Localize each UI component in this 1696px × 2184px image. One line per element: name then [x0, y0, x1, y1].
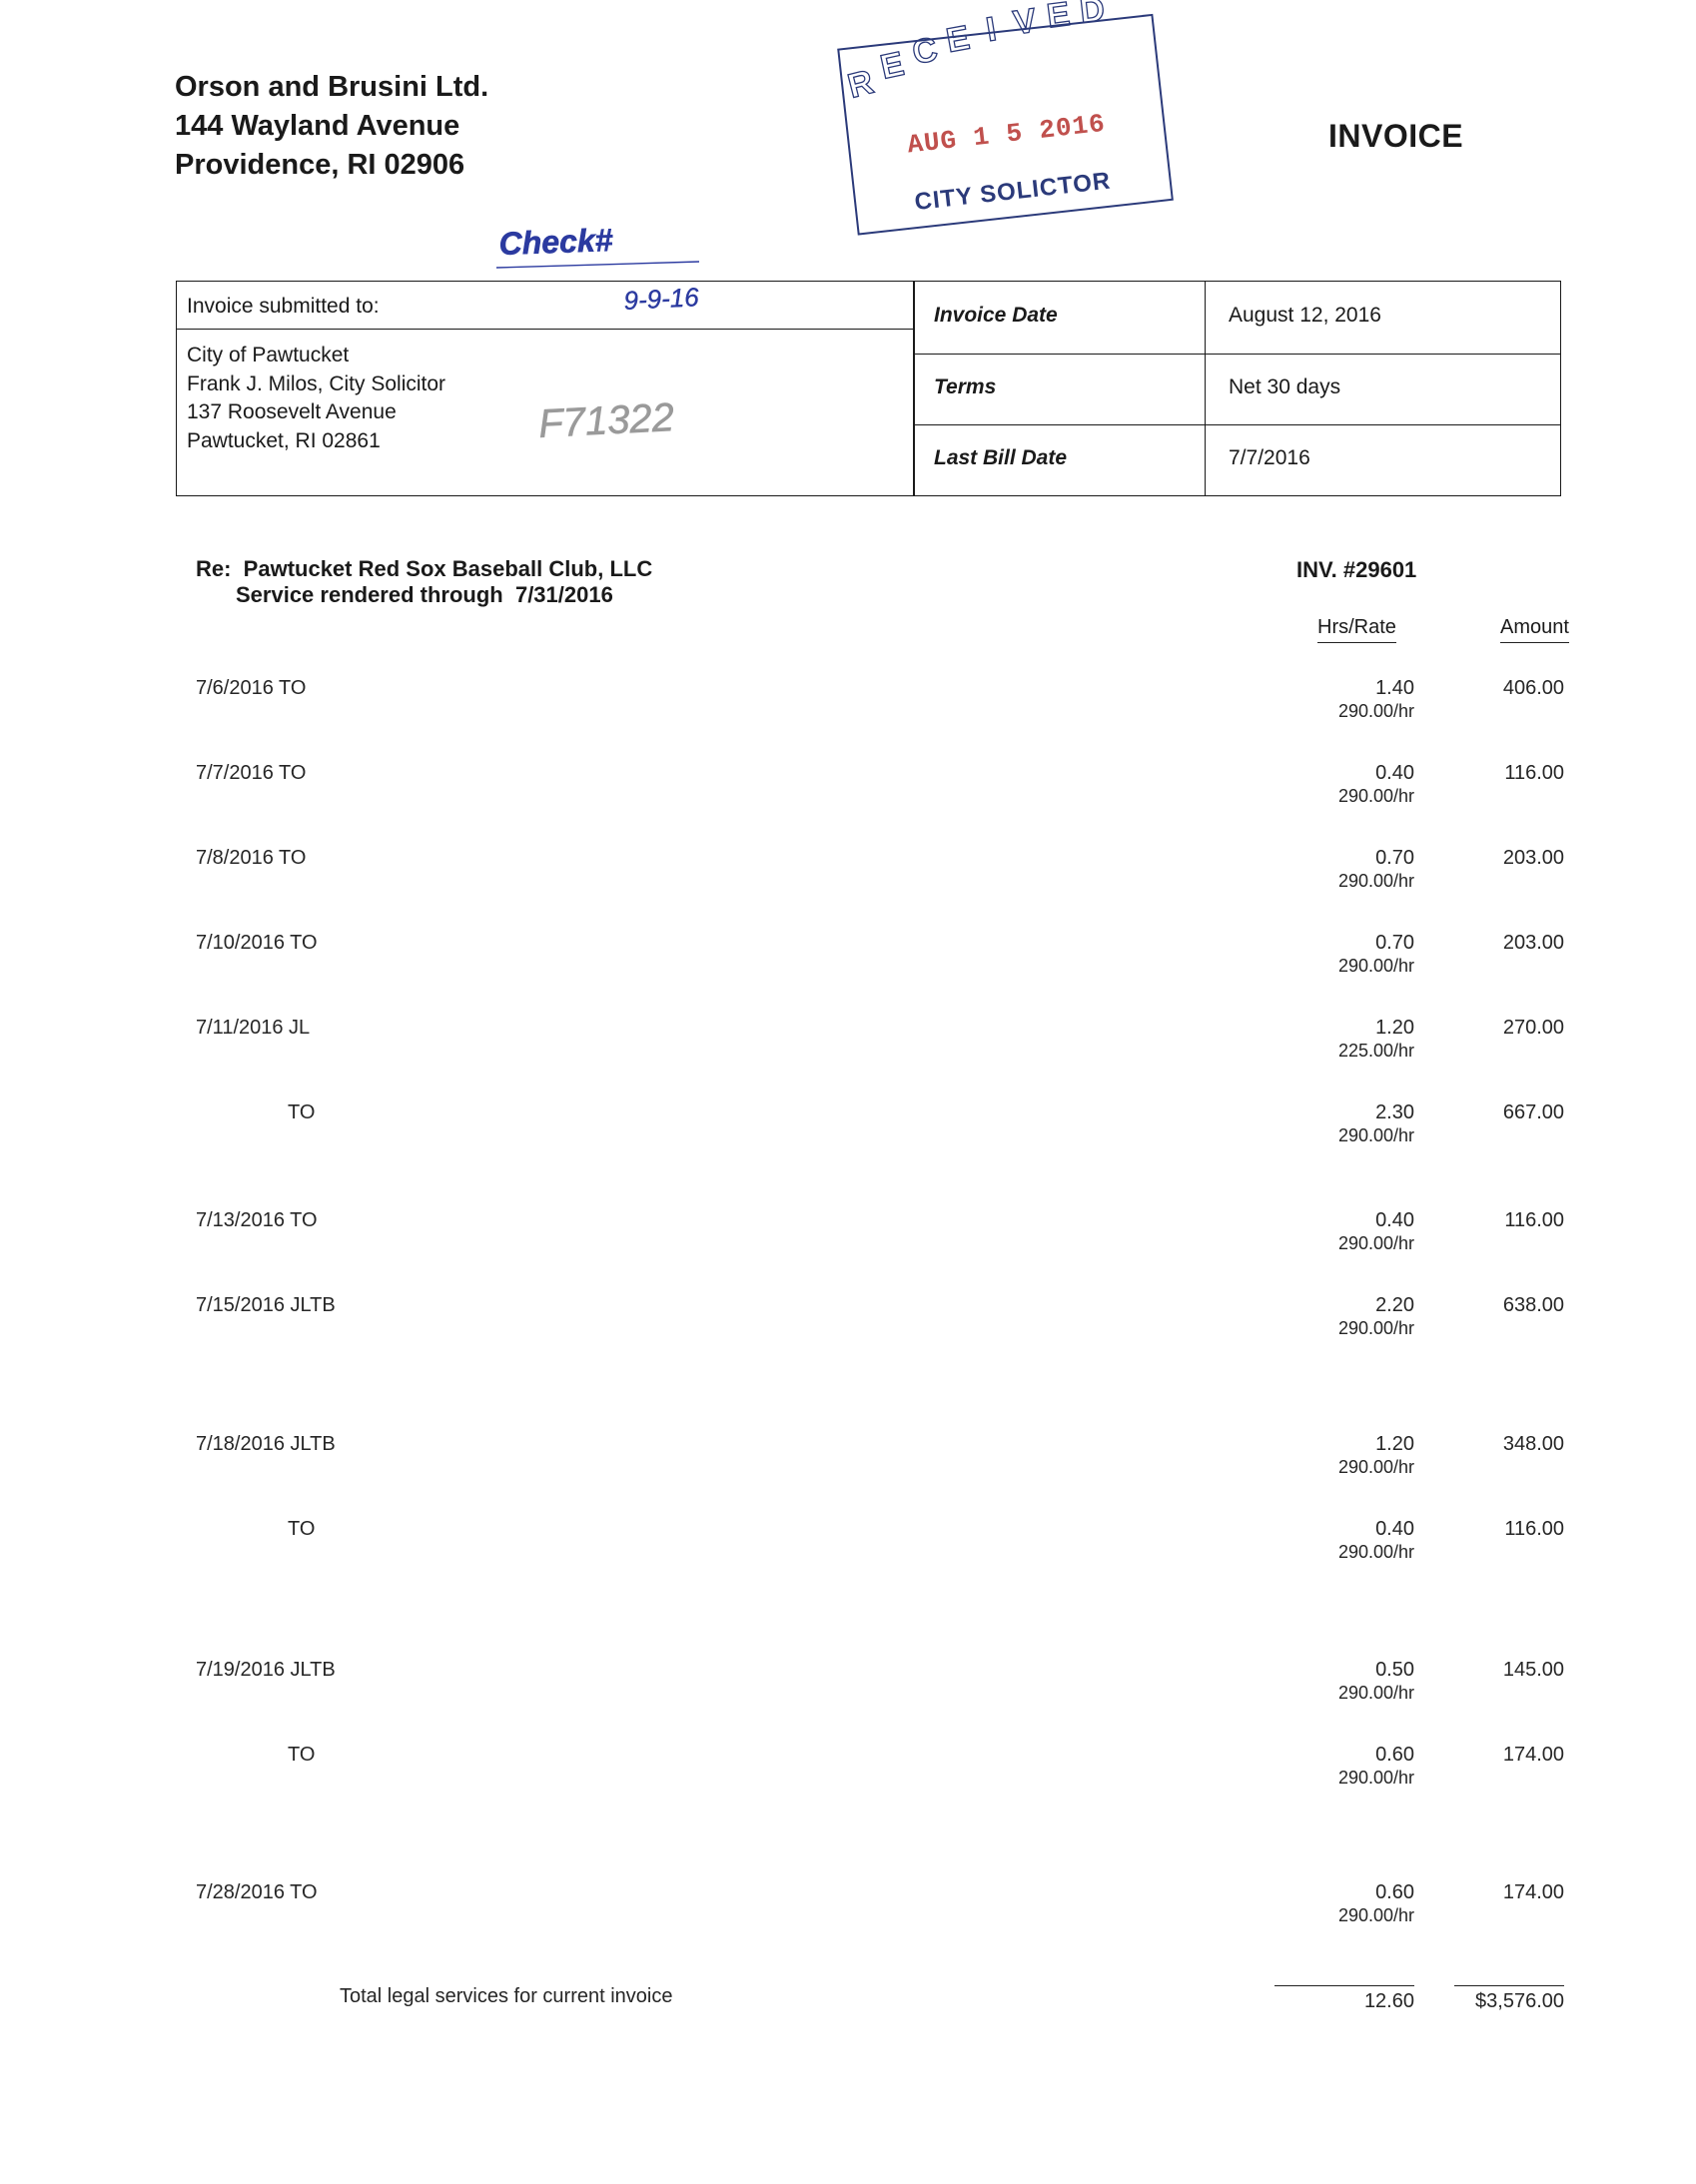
svg-text:Check#: Check#	[498, 222, 613, 262]
